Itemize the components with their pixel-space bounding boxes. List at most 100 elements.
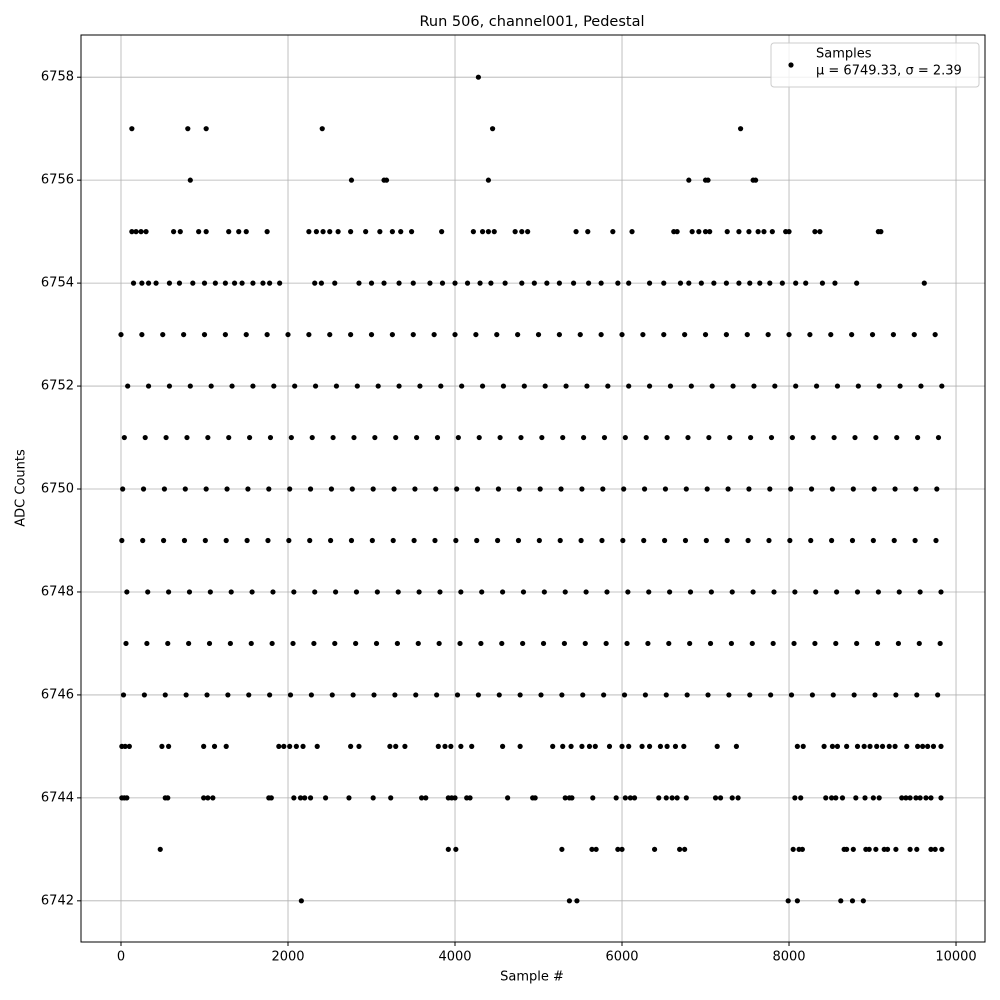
- data-point: [867, 743, 873, 749]
- data-point: [327, 331, 333, 338]
- data-point: [390, 537, 396, 544]
- data-point: [703, 537, 709, 544]
- data-point: [520, 589, 527, 595]
- data-point: [704, 486, 710, 492]
- data-point: [789, 434, 795, 441]
- data-point: [727, 434, 733, 441]
- data-point: [711, 280, 717, 286]
- data-point: [917, 795, 923, 801]
- data-point: [570, 280, 577, 286]
- data-point: [297, 795, 304, 801]
- data-point: [505, 795, 511, 801]
- data-point: [793, 383, 799, 389]
- data-point: [306, 331, 312, 338]
- data-point: [769, 229, 775, 235]
- data-point: [208, 383, 214, 389]
- data-point: [823, 795, 829, 801]
- data-point: [577, 331, 583, 338]
- data-point: [370, 486, 376, 492]
- data-point: [559, 846, 565, 852]
- data-point: [201, 795, 207, 801]
- data-point: [126, 743, 132, 749]
- data-point: [312, 280, 318, 286]
- data-point: [834, 589, 840, 595]
- data-point: [903, 795, 909, 801]
- data-point: [521, 383, 527, 389]
- data-point: [434, 692, 440, 698]
- data-point: [712, 795, 719, 801]
- data-point: [812, 640, 818, 647]
- data-point: [928, 795, 934, 801]
- data-point: [646, 589, 652, 595]
- data-point: [412, 486, 418, 492]
- data-point: [308, 692, 314, 698]
- data-point: [434, 434, 441, 441]
- data-point: [622, 434, 628, 441]
- data-point: [124, 589, 130, 595]
- data-point: [452, 795, 458, 801]
- data-point: [667, 383, 674, 389]
- data-point: [747, 280, 753, 286]
- data-point: [236, 229, 242, 235]
- data-point: [244, 537, 250, 544]
- data-point: [559, 692, 565, 698]
- data-point: [227, 640, 233, 647]
- data-point: [709, 383, 715, 389]
- data-point: [368, 331, 375, 338]
- data-point: [204, 692, 210, 698]
- data-point: [566, 898, 573, 904]
- data-point: [735, 795, 741, 801]
- data-point: [579, 486, 585, 492]
- data-point: [672, 743, 679, 749]
- data-point: [832, 280, 838, 286]
- data-point: [537, 486, 543, 492]
- data-point: [476, 434, 482, 441]
- data-point: [599, 537, 605, 544]
- data-point: [287, 743, 293, 749]
- data-point: [368, 280, 375, 286]
- data-point: [771, 589, 777, 595]
- data-point: [445, 846, 451, 852]
- y-tick-label: 6758: [41, 70, 74, 85]
- data-point: [550, 743, 556, 749]
- data-point: [268, 795, 274, 801]
- data-point: [452, 331, 458, 338]
- data-point: [223, 743, 229, 749]
- data-point: [318, 280, 325, 286]
- data-point: [793, 280, 799, 286]
- data-point: [557, 537, 563, 544]
- data-point: [747, 692, 753, 698]
- data-point: [755, 229, 761, 235]
- data-point: [933, 537, 939, 544]
- data-point: [138, 229, 144, 235]
- data-point: [770, 640, 776, 647]
- data-point: [398, 229, 404, 235]
- data-point: [850, 486, 856, 492]
- data-point: [517, 743, 523, 749]
- data-point: [620, 537, 626, 544]
- data-point: [332, 589, 339, 595]
- data-point: [393, 434, 399, 441]
- data-point: [772, 383, 778, 389]
- data-point: [145, 280, 152, 286]
- data-point: [627, 795, 633, 801]
- data-point: [561, 640, 567, 647]
- data-point: [226, 434, 232, 441]
- data-point: [749, 640, 755, 647]
- data-point: [556, 280, 562, 286]
- data-point: [381, 280, 387, 286]
- data-point: [536, 537, 542, 544]
- data-point: [479, 589, 485, 595]
- data-point: [249, 589, 255, 595]
- data-point: [205, 795, 211, 801]
- data-point: [615, 846, 621, 852]
- data-point: [239, 280, 245, 286]
- data-point: [640, 331, 646, 338]
- data-point: [125, 383, 131, 389]
- legend-label: μ = 6749.33, σ = 2.39: [816, 64, 962, 79]
- data-point: [761, 229, 767, 235]
- data-point: [873, 434, 879, 441]
- data-point: [181, 537, 188, 544]
- data-point: [453, 537, 459, 544]
- data-point: [686, 177, 692, 183]
